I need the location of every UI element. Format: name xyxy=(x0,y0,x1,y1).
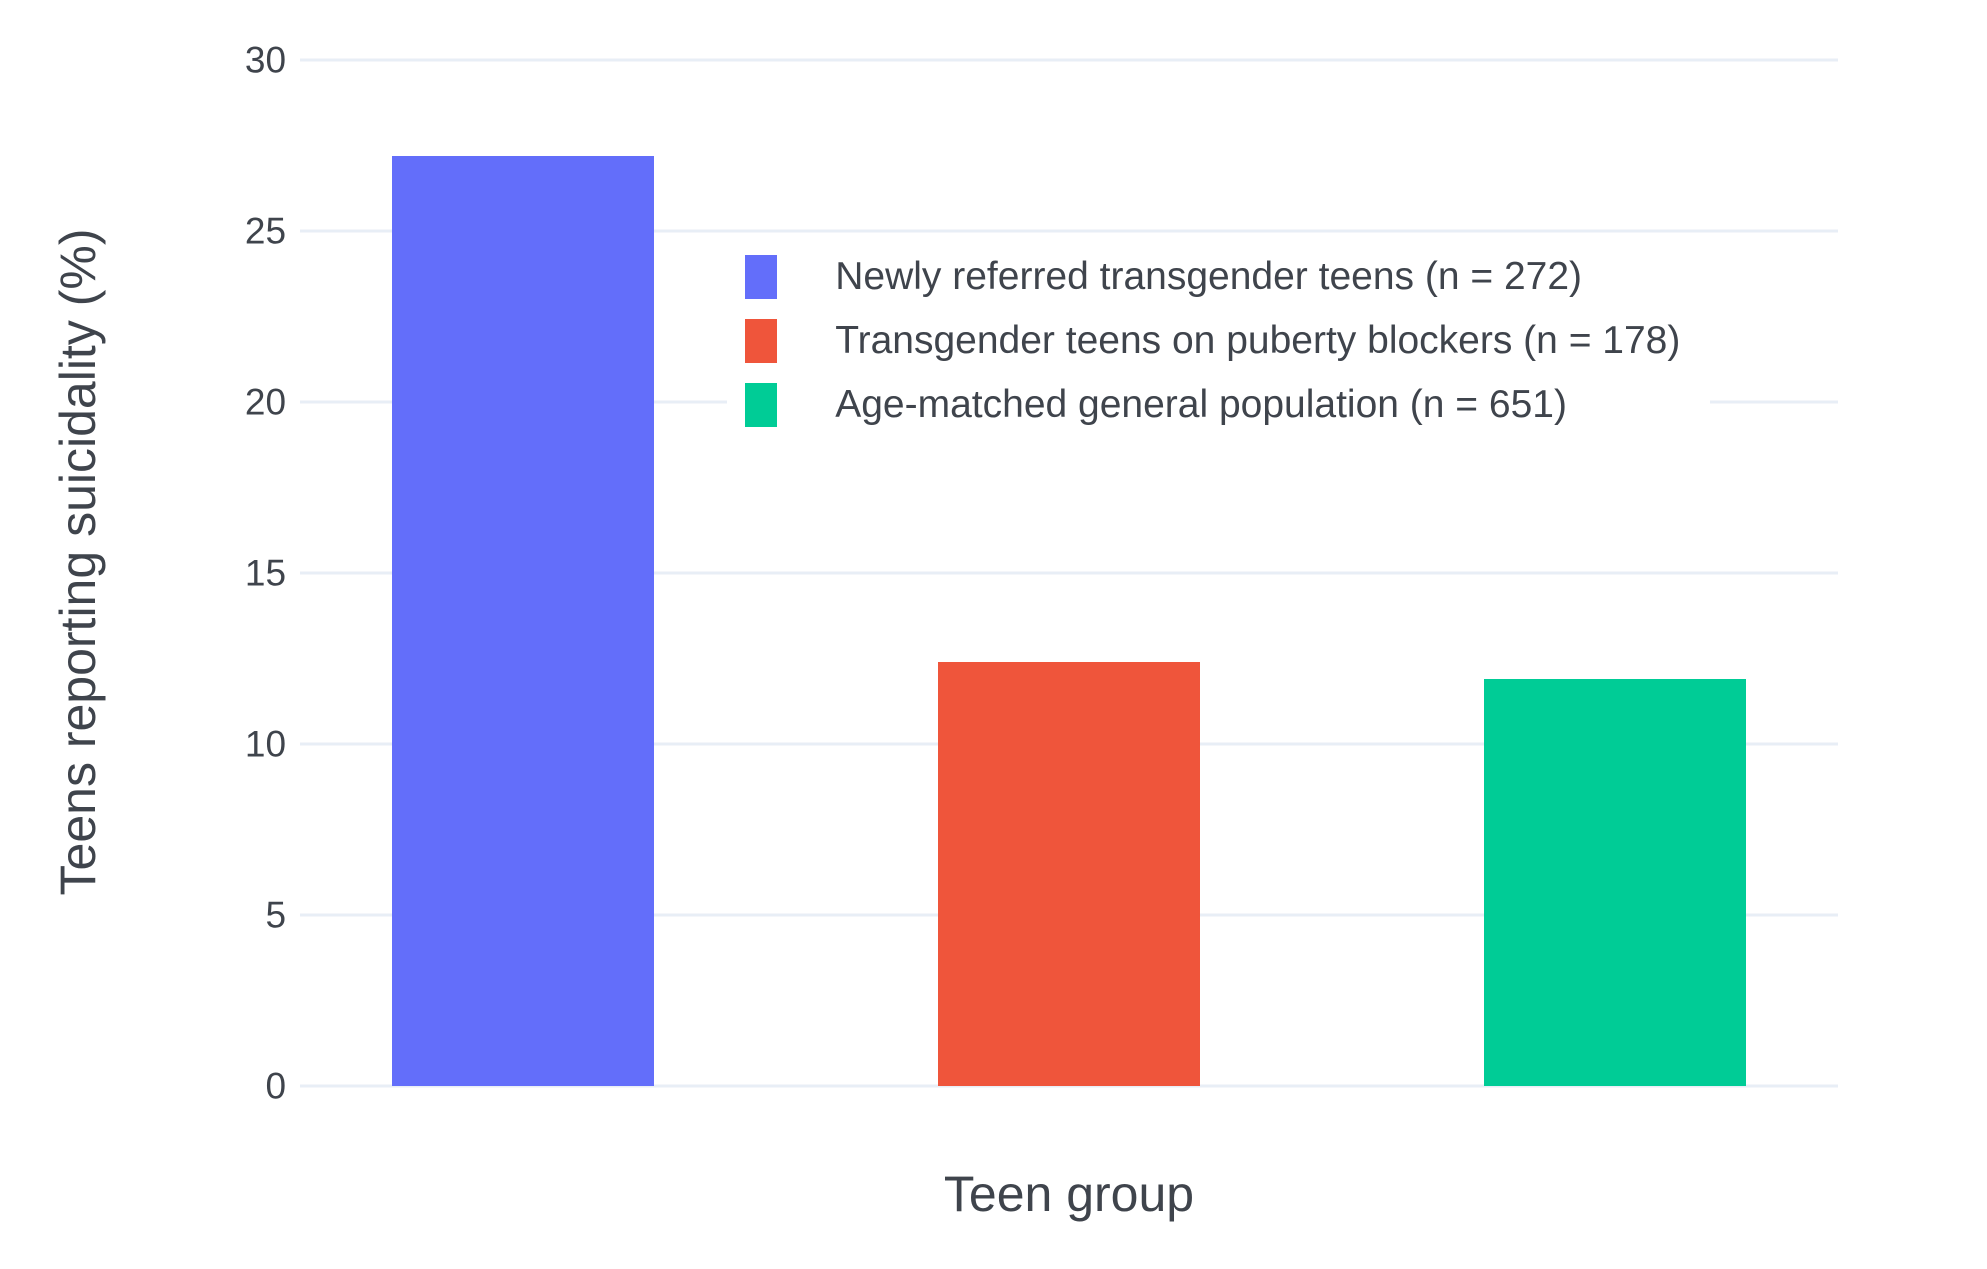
bar-2[interactable] xyxy=(938,662,1200,1087)
gridline-y-30 xyxy=(300,58,1838,62)
y-tick-label-5: 5 xyxy=(265,894,287,936)
legend-label: Transgender teens on puberty blockers (n… xyxy=(835,319,1681,363)
legend-label: Newly referred transgender teens (n = 27… xyxy=(835,255,1583,299)
gridline-y-15 xyxy=(300,571,1838,575)
legend-item-2[interactable]: Transgender teens on puberty blockers (n… xyxy=(745,316,1680,366)
plot-area: 0 5 10 15 20 25 30 xyxy=(245,40,1838,1105)
y-tick-label-10: 10 xyxy=(244,723,287,765)
bar-3[interactable] xyxy=(1484,679,1746,1087)
legend-label: Age-matched general population (n = 651) xyxy=(835,383,1567,427)
y-tick-label-20: 20 xyxy=(244,381,287,423)
x-axis-title: Teen group xyxy=(943,1165,1195,1222)
gridline-y-0 xyxy=(300,1084,1838,1088)
y-axis-title: Teens reporting suicidality (%) xyxy=(50,228,106,896)
legend-swatch-icon xyxy=(745,319,778,364)
y-tick-label-25: 25 xyxy=(244,210,287,252)
y-tick-label-0: 0 xyxy=(265,1065,287,1107)
legend-item-1[interactable]: Newly referred transgender teens (n = 27… xyxy=(745,252,1680,302)
legend-item-3[interactable]: Age-matched general population (n = 651) xyxy=(745,380,1680,430)
legend-swatch-icon xyxy=(745,383,778,428)
bar-1[interactable] xyxy=(392,156,654,1087)
legend: Newly referred transgender teens (n = 27… xyxy=(727,246,1711,437)
legend-swatch-icon xyxy=(745,255,778,300)
y-tick-label-30: 30 xyxy=(244,39,287,81)
y-tick-label-15: 15 xyxy=(244,552,287,594)
gridline-y-25 xyxy=(300,229,1838,233)
